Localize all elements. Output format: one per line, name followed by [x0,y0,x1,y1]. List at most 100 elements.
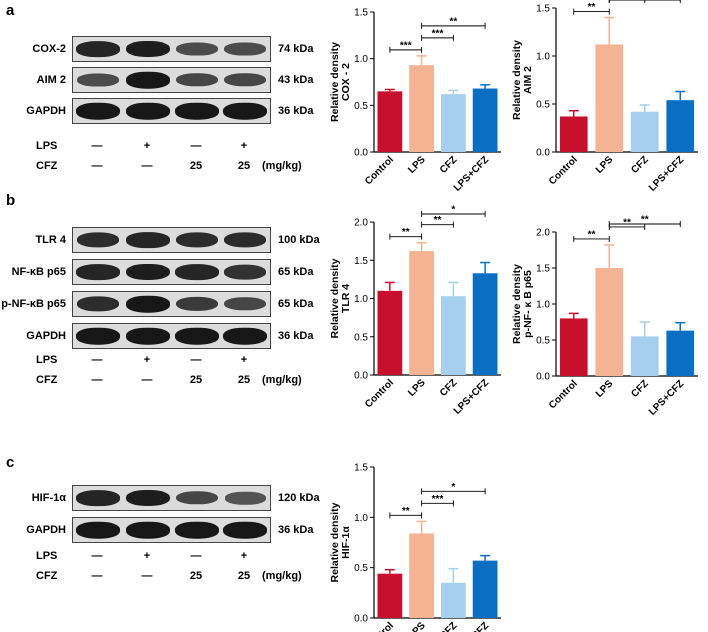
y-axis-label: HIF-1α [340,526,352,559]
lps-condition-value: — [190,354,202,366]
y-tick-label: 0.5 [354,101,368,112]
lps-condition-value: — [190,550,202,562]
y-tick-label: 1.5 [536,264,550,275]
protein-band [126,40,170,58]
protein-band [126,232,170,248]
y-tick-label: 0.0 [354,148,368,159]
protein-label: HIF-1α [31,492,66,504]
cfz-condition-value: — [91,160,103,172]
protein-band [126,102,170,120]
molecular-weight-label: 74 kDa [278,43,314,55]
cfz-condition-value: — [141,374,153,386]
protein-label: p-NF-κB p65 [1,298,66,310]
y-tick-label: 1.5 [536,4,550,15]
y-axis-label: Relative density [511,264,523,344]
cfz-condition-value: — [141,570,153,582]
lps-condition-value: + [240,354,248,366]
western-blot-strip [72,517,271,543]
y-axis-label: p-NF- κ B p65 [522,270,534,338]
molecular-weight-label: 65 kDa [278,298,314,310]
protein-band [223,232,267,248]
y-tick-label: 0.5 [354,563,368,574]
protein-band [223,102,267,120]
panel-letter: b [6,192,16,209]
bar-lps-cfz [666,100,695,152]
cfz-row-label: CFZ [36,160,58,172]
bar-lps [409,251,435,375]
protein-band [76,490,120,506]
significance-label: *** [400,40,412,51]
x-tick-label: LPS [406,620,428,632]
protein-band [223,327,267,345]
significance-label: ** [402,227,410,238]
significance-label: ** [434,215,442,226]
protein-label: COX-2 [32,43,66,55]
y-tick-label: 1.0 [354,513,368,524]
lps-row-label: LPS [36,354,58,366]
panel-letter: c [6,454,15,471]
protein-band [175,296,219,312]
bar-control [377,91,403,152]
protein-band [126,263,170,281]
y-axis-label: AIM 2 [522,66,534,94]
molecular-weight-label: 65 kDa [278,266,314,278]
protein-label: NF-κB p65 [11,266,66,278]
protein-label: GAPDH [26,105,66,117]
y-tick-label: 1.5 [354,8,368,19]
protein-band [76,521,120,539]
y-tick-label: 1.0 [354,294,368,305]
bar-cfz [440,94,466,152]
y-tick-label: 0.0 [536,372,550,383]
protein-band [76,41,120,57]
lps-condition-value: — [91,354,103,366]
cfz-condition-value: 25 [237,570,251,582]
protein-band [76,232,120,248]
protein-label: AIM 2 [36,74,66,86]
lps-condition-value: + [240,140,248,152]
bar-lps [595,44,624,153]
significance-label: ** [402,506,410,517]
significance-label: ** [623,0,631,2]
molecular-weight-label: 100 kDa [278,234,320,246]
protein-label: GAPDH [26,330,66,342]
y-tick-label: 0.5 [536,336,550,347]
y-tick-label: 0.0 [354,614,368,625]
molecular-weight-label: 36 kDa [278,330,314,342]
significance-label: * [451,482,455,493]
y-axis-label: Relative density [329,42,341,122]
y-tick-label: 0.5 [354,332,368,343]
x-tick-label: LPS+CFZ [452,620,491,632]
molecular-weight-label: 36 kDa [278,105,314,117]
cfz-condition-value: — [91,570,103,582]
western-blot-strip [72,36,271,62]
protein-band [176,42,218,56]
protein-band [176,491,218,505]
significance-label: ** [641,215,649,226]
western-blot-strip [72,98,271,124]
significance-label: ** [641,0,649,2]
protein-band [126,521,170,539]
lps-condition-value: + [143,140,151,152]
y-tick-label: 1.0 [354,54,368,65]
bar-lps-cfz [472,273,498,375]
cfz-condition-value: 25 [189,160,203,172]
lps-condition-value: + [143,354,151,366]
protein-band [77,73,119,87]
protein-band [224,297,266,311]
protein-band [176,73,218,87]
cfz-row-label: CFZ [36,570,58,582]
bar-lps [409,533,435,618]
lps-condition-value: + [143,550,151,562]
y-axis-label: TLR 4 [340,284,352,313]
significance-label: ** [449,16,457,27]
western-blot-strip [72,67,271,93]
dose-unit-label: (mg/kg) [262,374,302,386]
bar-lps-cfz [666,330,695,376]
significance-label: *** [432,28,444,39]
protein-band [175,327,219,345]
molecular-weight-label: 120 kDa [278,492,320,504]
